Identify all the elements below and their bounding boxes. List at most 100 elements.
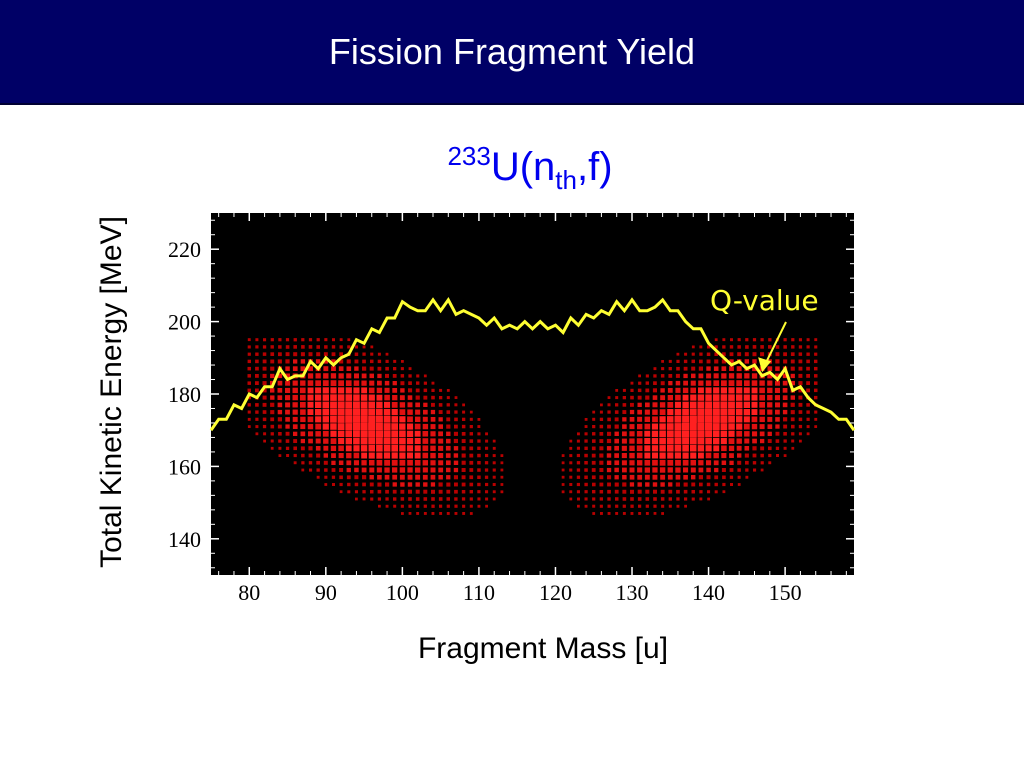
yield-cell xyxy=(454,396,458,399)
yield-cell xyxy=(637,467,643,473)
yield-cell xyxy=(644,460,651,466)
yield-cell xyxy=(606,467,612,473)
yield-cell xyxy=(607,403,611,407)
yield-cell xyxy=(645,388,650,393)
yield-cell xyxy=(262,345,267,349)
yield-cell xyxy=(415,395,420,400)
yield-cell xyxy=(721,468,726,472)
yield-cell xyxy=(323,359,328,364)
yield-cell xyxy=(622,512,626,515)
yield-cell xyxy=(775,402,780,408)
yield-cell xyxy=(362,352,366,356)
yield-cell xyxy=(262,359,267,364)
yield-cell xyxy=(360,423,368,431)
yield-cell xyxy=(592,482,596,487)
yield-cell xyxy=(375,430,383,438)
yield-cell xyxy=(630,388,634,392)
yield-cell xyxy=(300,359,306,364)
yield-cell xyxy=(438,445,444,451)
yield-cell xyxy=(285,409,290,415)
yield-cell xyxy=(744,373,750,379)
yield-cell xyxy=(698,475,703,480)
yield-cell xyxy=(422,452,429,459)
yield-cell xyxy=(690,452,697,459)
yield-cell xyxy=(644,452,651,459)
yield-cell xyxy=(636,452,643,459)
yield-cell xyxy=(485,432,488,436)
yield-cell xyxy=(384,459,390,466)
yield-cell xyxy=(791,424,795,429)
yield-cell xyxy=(622,424,627,429)
yield-cell xyxy=(500,475,504,479)
yield-cell xyxy=(277,395,283,400)
yield-cell xyxy=(690,467,696,473)
yield-cell xyxy=(385,482,390,487)
yield-cell xyxy=(706,475,711,480)
yield-cell xyxy=(461,453,466,458)
yield-cell xyxy=(653,497,657,501)
yield-cell xyxy=(814,410,818,414)
yield-cell xyxy=(300,387,306,394)
yield-cell xyxy=(384,387,390,393)
yield-cell xyxy=(293,345,297,349)
yield-cell xyxy=(315,423,322,430)
yield-cell xyxy=(592,417,596,421)
yield-cell xyxy=(689,401,697,409)
yield-cell xyxy=(300,402,306,408)
yield-cell xyxy=(645,395,650,400)
yield-cell xyxy=(751,401,758,408)
yield-cell xyxy=(699,497,703,501)
yield-cell xyxy=(423,395,428,400)
yield-cell xyxy=(461,482,466,487)
yield-cell xyxy=(790,410,795,415)
yield-cell xyxy=(752,345,757,349)
yield-cell xyxy=(262,395,267,400)
yield-cell xyxy=(728,423,735,430)
yield-cell xyxy=(262,352,267,356)
yield-cell xyxy=(722,345,726,349)
yield-cell xyxy=(630,402,634,407)
yield-cell xyxy=(622,489,627,494)
yield-cell xyxy=(591,475,596,480)
yield-cell xyxy=(454,489,458,494)
yield-cell xyxy=(354,475,359,480)
yield-cell xyxy=(720,387,727,394)
yield-cell xyxy=(720,438,727,445)
heatmap-layer xyxy=(247,338,818,515)
yield-cell xyxy=(767,409,773,415)
yield-cell xyxy=(674,452,681,459)
qvalue-arrow xyxy=(758,321,787,373)
yield-cell xyxy=(247,338,251,342)
yield-cell xyxy=(759,431,765,437)
yield-cell xyxy=(247,374,251,378)
yield-cell xyxy=(745,475,749,479)
yield-cell xyxy=(599,490,604,494)
yield-cell xyxy=(362,475,367,480)
yield-cell xyxy=(638,504,642,508)
yield-cell xyxy=(735,408,743,416)
yield-cell xyxy=(737,338,741,342)
yield-cell xyxy=(492,497,496,501)
yield-cell xyxy=(607,424,611,429)
yield-cell xyxy=(270,395,275,400)
yield-cell xyxy=(722,475,726,480)
yield-cell xyxy=(760,352,765,357)
yield-cell xyxy=(422,460,428,466)
yield-cell xyxy=(713,380,720,386)
yield-cell xyxy=(247,345,251,349)
yield-cell xyxy=(576,446,580,450)
yield-cell xyxy=(592,432,596,436)
yield-cell xyxy=(492,439,496,443)
yield-cell xyxy=(576,490,580,494)
yield-cell xyxy=(399,430,406,438)
yield-cell xyxy=(714,467,719,473)
yield-cell xyxy=(592,425,596,429)
yield-cell xyxy=(307,401,314,408)
yield-cell xyxy=(736,387,743,394)
yield-cell xyxy=(644,430,651,437)
yield-cell xyxy=(485,453,489,458)
yield-cell xyxy=(607,431,612,436)
yield-cell xyxy=(722,490,726,494)
yield-cell xyxy=(416,512,420,515)
